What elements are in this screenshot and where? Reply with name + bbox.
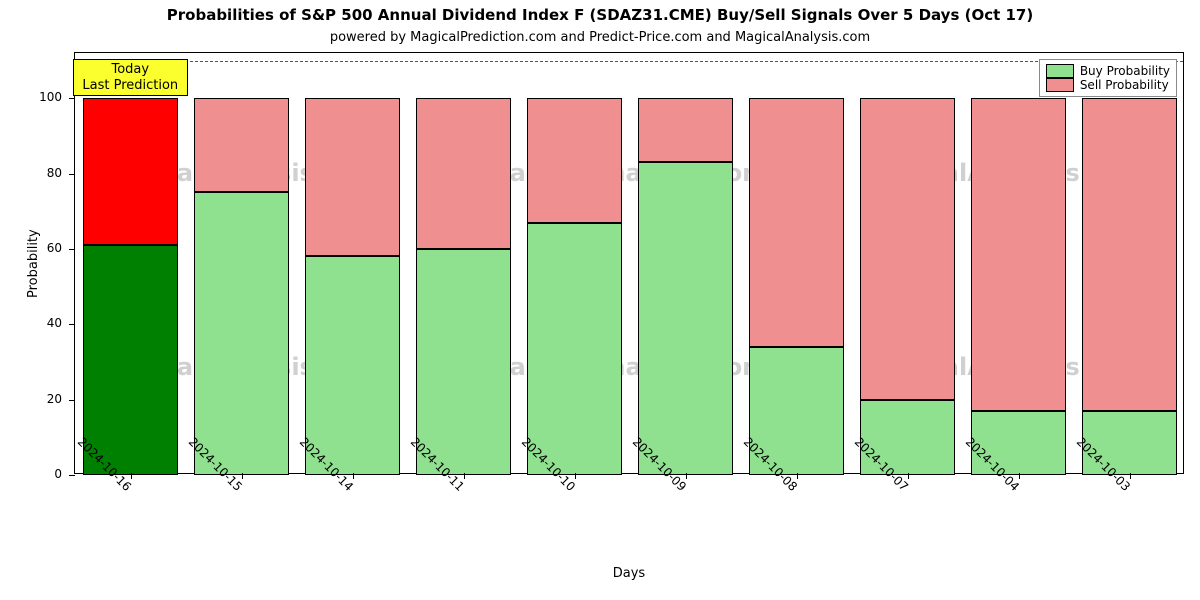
legend-swatch-sell [1046,78,1074,92]
reference-dashline [75,61,1183,62]
chart-subtitle: powered by MagicalPrediction.com and Pre… [0,30,1200,45]
xtick-mark [1019,473,1020,479]
xtick-mark [797,473,798,479]
bar-buy [305,256,400,475]
ytick-mark [69,98,75,99]
bar-buy [638,162,733,475]
xtick-mark [242,473,243,479]
bar-buy [527,223,622,475]
plot-area: MagicalAnalysis.comMagicalAnalysis.comMa… [74,52,1184,474]
xtick-mark [575,473,576,479]
xtick-mark [353,473,354,479]
ytick-mark [69,174,75,175]
bar-sell [971,98,1066,411]
bar-sell [305,98,400,256]
today-annotation-line1: Today [80,62,181,78]
xtick-mark [686,473,687,479]
bar-sell [638,98,733,162]
y-axis-label: Probability [26,229,41,298]
bar-sell [527,98,622,222]
bar-sell [194,98,289,192]
bar-sell [83,98,178,245]
ytick-mark [69,324,75,325]
legend-label-sell: Sell Probability [1080,78,1169,92]
today-annotation-line2: Last Prediction [80,78,181,94]
ytick-mark [69,249,75,250]
ytick-mark [69,475,75,476]
xtick-mark [464,473,465,479]
x-axis-label: Days [74,566,1184,581]
ytick-mark [69,400,75,401]
legend-row-buy: Buy Probability [1046,64,1170,78]
bar-sell [416,98,511,249]
xtick-mark [908,473,909,479]
bar-buy [416,249,511,475]
xtick-mark [131,473,132,479]
legend-label-buy: Buy Probability [1080,64,1170,78]
legend-swatch-buy [1046,64,1074,78]
legend: Buy ProbabilitySell Probability [1039,59,1177,97]
today-annotation: TodayLast Prediction [73,59,188,96]
bar-buy [194,192,289,475]
bar-sell [1082,98,1177,411]
chart-title: Probabilities of S&P 500 Annual Dividend… [0,6,1200,24]
bar-sell [749,98,844,347]
figure: Probabilities of S&P 500 Annual Dividend… [0,0,1200,600]
legend-row-sell: Sell Probability [1046,78,1170,92]
bar-sell [860,98,955,399]
bar-buy [83,245,178,475]
xtick-mark [1130,473,1131,479]
